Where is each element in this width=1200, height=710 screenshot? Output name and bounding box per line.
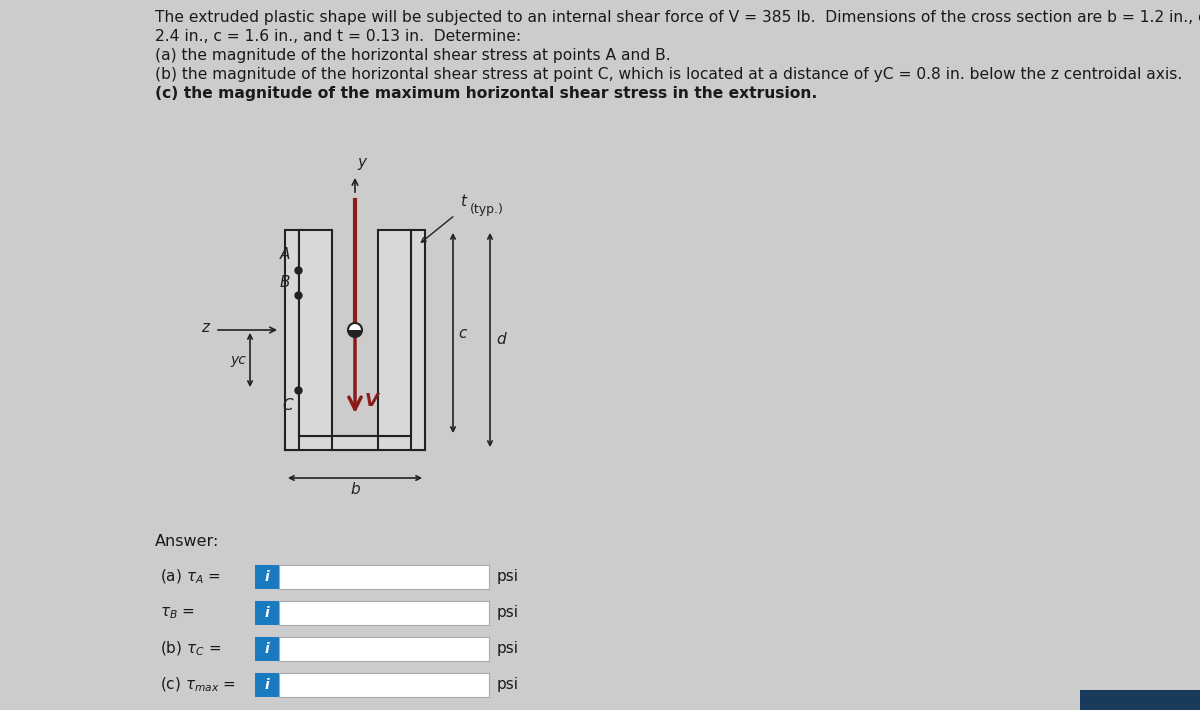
Bar xyxy=(1080,690,1200,710)
Text: (a) the magnitude of the horizontal shear stress at points A and B.: (a) the magnitude of the horizontal shea… xyxy=(155,48,671,63)
Text: psi: psi xyxy=(497,677,520,692)
Bar xyxy=(278,673,490,697)
Text: V: V xyxy=(365,392,379,410)
Text: i: i xyxy=(265,678,269,692)
Text: psi: psi xyxy=(497,642,520,657)
Text: i: i xyxy=(265,642,269,656)
Text: C: C xyxy=(282,398,293,413)
Text: z: z xyxy=(202,320,209,336)
Text: d: d xyxy=(496,332,505,347)
Text: (c) the magnitude of the maximum horizontal shear stress in the extrusion.: (c) the magnitude of the maximum horizon… xyxy=(155,86,817,101)
Text: A: A xyxy=(280,247,290,262)
Bar xyxy=(256,565,278,589)
Text: i: i xyxy=(265,606,269,620)
Text: (b) the magnitude of the horizontal shear stress at point C, which is located at: (b) the magnitude of the horizontal shea… xyxy=(155,67,1182,82)
Text: (b) $\tau_C$ =: (b) $\tau_C$ = xyxy=(160,640,222,658)
Bar xyxy=(299,230,332,436)
Bar xyxy=(378,230,410,436)
Text: c: c xyxy=(458,325,467,341)
Text: B: B xyxy=(280,275,290,290)
Circle shape xyxy=(348,323,362,337)
Bar xyxy=(286,436,425,450)
Text: psi: psi xyxy=(497,606,520,621)
Bar xyxy=(278,637,490,661)
Bar xyxy=(410,230,425,450)
Bar xyxy=(256,637,278,661)
Text: (c) $\tau_{max}$ =: (c) $\tau_{max}$ = xyxy=(160,676,236,694)
Text: Answer:: Answer: xyxy=(155,535,220,550)
Bar xyxy=(286,230,299,450)
Text: yc: yc xyxy=(230,353,246,367)
Bar xyxy=(256,673,278,697)
Bar xyxy=(278,565,490,589)
Text: psi: psi xyxy=(497,569,520,584)
Text: t: t xyxy=(460,194,466,209)
Text: 2.4 in., c = 1.6 in., and t = 0.13 in.  Determine:: 2.4 in., c = 1.6 in., and t = 0.13 in. D… xyxy=(155,29,521,44)
Text: (a) $\tau_A$ =: (a) $\tau_A$ = xyxy=(160,568,221,586)
Text: The extruded plastic shape will be subjected to an internal shear force of V = 3: The extruded plastic shape will be subje… xyxy=(155,10,1200,25)
Bar xyxy=(278,601,490,625)
Bar xyxy=(332,436,378,450)
Bar xyxy=(256,601,278,625)
Text: i: i xyxy=(265,570,269,584)
Text: y: y xyxy=(358,155,366,170)
Text: $\tau_B$ =: $\tau_B$ = xyxy=(160,605,194,621)
Text: b: b xyxy=(350,482,360,497)
Wedge shape xyxy=(348,330,362,337)
Text: (typ.): (typ.) xyxy=(470,203,504,216)
